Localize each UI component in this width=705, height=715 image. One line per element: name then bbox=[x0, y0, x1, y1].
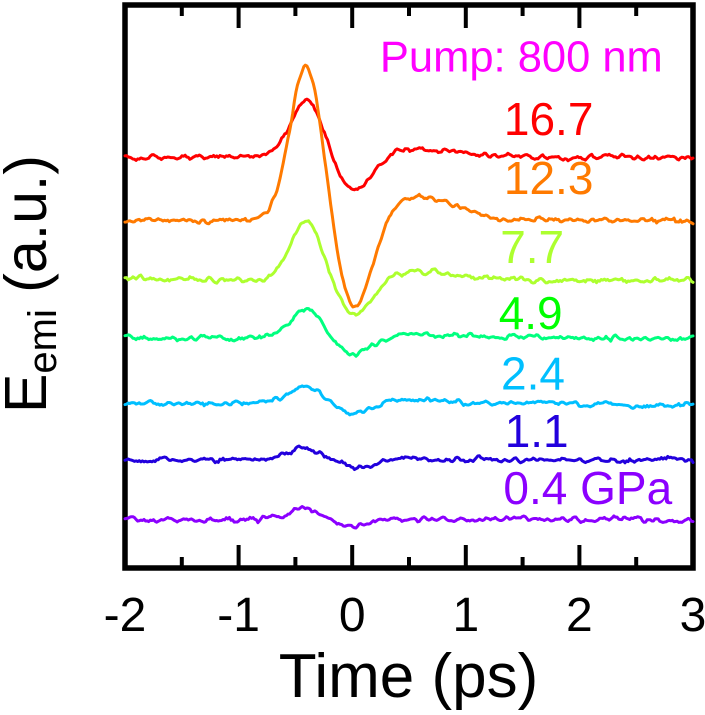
svg-text:12.3: 12.3 bbox=[504, 152, 594, 204]
svg-text:16.7: 16.7 bbox=[504, 93, 594, 145]
svg-text:0: 0 bbox=[339, 589, 366, 642]
svg-text:0.4 GPa: 0.4 GPa bbox=[503, 462, 672, 514]
svg-text:3: 3 bbox=[680, 589, 705, 642]
svg-text:Pump: 800 nm: Pump: 800 nm bbox=[380, 34, 663, 82]
svg-text:Eemi (a.u.): Eemi (a.u.) bbox=[0, 155, 65, 413]
svg-text:-2: -2 bbox=[104, 589, 147, 642]
svg-text:Time (ps): Time (ps) bbox=[279, 642, 538, 711]
svg-text:2.4: 2.4 bbox=[501, 347, 565, 399]
svg-text:-1: -1 bbox=[217, 589, 260, 642]
svg-text:1.1: 1.1 bbox=[505, 405, 569, 457]
svg-text:7.7: 7.7 bbox=[500, 221, 564, 273]
svg-text:1: 1 bbox=[452, 589, 479, 642]
svg-text:4.9: 4.9 bbox=[499, 287, 563, 339]
svg-text:2: 2 bbox=[566, 589, 593, 642]
